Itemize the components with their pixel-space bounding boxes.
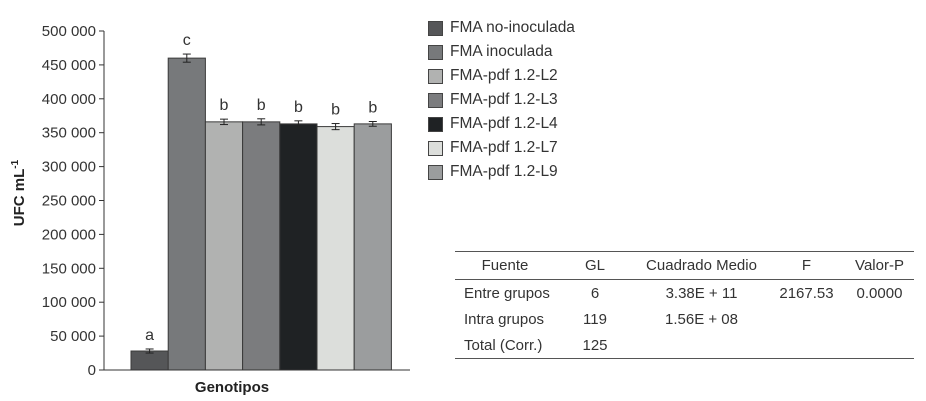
legend-swatch — [428, 44, 443, 60]
legend-label: FMA inoculada — [450, 43, 553, 60]
y-tick-label: 50 000 — [50, 328, 96, 345]
cell-gl: 125 — [582, 336, 608, 354]
legend-item: FMA no-inoculada — [428, 16, 575, 40]
table-row: Total (Corr.) 125 — [455, 332, 914, 359]
group-letter: c — [183, 32, 191, 49]
bar — [316, 126, 355, 371]
x-axis-title: Genotipos — [195, 379, 269, 396]
anova-table: Fuente GL Cuadrado Medio F Valor-P Entre… — [455, 251, 914, 359]
header-fuente: Fuente — [481, 257, 529, 274]
y-tick-label: 150 000 — [42, 260, 96, 277]
y-tick-label: 450 000 — [42, 57, 96, 74]
group-letter: b — [331, 102, 340, 119]
header-gl: GL — [584, 257, 605, 274]
table-row: Entre grupos 6 3.38E + 11 2167.53 0.0000 — [455, 280, 914, 307]
y-tick-label: 500 000 — [42, 23, 96, 40]
bar — [167, 57, 206, 371]
group-letter: b — [220, 97, 229, 114]
cell-valor-p — [845, 332, 914, 359]
legend-item: FMA-pdf 1.2-L7 — [428, 136, 575, 160]
legend-swatch — [428, 140, 443, 156]
cell-gl: 6 — [590, 284, 600, 302]
chart-legend: FMA no-inoculada FMA inoculada FMA-pdf 1.2… — [428, 16, 575, 184]
cell-fuente: Entre grupos — [464, 284, 550, 302]
header-cuadrado-medio: Cuadrado Medio — [646, 257, 757, 274]
group-letter: a — [145, 327, 154, 344]
legend-item: FMA-pdf 1.2-L4 — [428, 112, 575, 136]
cell-f — [768, 332, 845, 359]
cell-fuente: Intra grupos — [464, 310, 545, 328]
legend-swatch — [428, 164, 443, 180]
y-axis-title-superscript: -1 — [10, 159, 21, 168]
cell-gl: 119 — [583, 310, 607, 328]
legend-swatch — [428, 20, 443, 36]
group-letter: b — [294, 99, 303, 116]
y-axis-title: UFC mL-1 — [10, 159, 28, 226]
legend-item: FMA-pdf 1.2-L9 — [428, 160, 575, 184]
y-tick-label: 250 000 — [42, 193, 96, 210]
legend-swatch — [428, 92, 443, 108]
header-f: F — [801, 257, 812, 274]
bar — [353, 123, 392, 371]
bar — [204, 121, 244, 371]
cell-fuente: Total (Corr.) — [464, 336, 543, 354]
cell-cuadrado-medio: 3.38E + 11 — [665, 284, 738, 302]
y-tick-label: 350 000 — [42, 125, 96, 142]
legend-label: FMA no-inoculada — [450, 19, 575, 36]
bar — [279, 123, 318, 371]
bar — [130, 350, 169, 371]
y-tick-label: 0 — [88, 362, 96, 379]
cell-cuadrado-medio: 1.56E + 08 — [665, 310, 738, 328]
header-valor-p: Valor-P — [855, 257, 904, 274]
legend-swatch — [428, 68, 443, 84]
y-tick-label: 400 000 — [42, 91, 96, 108]
group-letter: b — [368, 100, 377, 117]
legend-label: FMA-pdf 1.2-L9 — [450, 163, 558, 180]
legend-item: FMA inoculada — [428, 40, 575, 64]
y-axis-title-text: UFC mL — [11, 169, 28, 227]
cell-valor-p: 0.0000 — [856, 284, 903, 302]
bar — [242, 121, 281, 371]
cell-f: 2167.53 — [779, 284, 834, 302]
legend-label: FMA-pdf 1.2-L4 — [450, 115, 558, 132]
legend-label: FMA-pdf 1.2-L3 — [450, 91, 558, 108]
anova-header-row: Fuente GL Cuadrado Medio F Valor-P — [455, 251, 914, 280]
table-row: Intra grupos 119 1.56E + 08 — [455, 306, 914, 332]
legend-label: FMA-pdf 1.2-L2 — [450, 67, 558, 84]
legend-item: FMA-pdf 1.2-L3 — [428, 88, 575, 112]
y-tick-label: 100 000 — [42, 294, 96, 311]
legend-item: FMA-pdf 1.2-L2 — [428, 64, 575, 88]
cell-valor-p — [845, 306, 914, 332]
y-tick-label: 300 000 — [42, 159, 96, 176]
group-letter: b — [257, 97, 266, 114]
y-tick-label: 200 000 — [42, 226, 96, 243]
legend-swatch — [428, 116, 443, 132]
legend-label: FMA-pdf 1.2-L7 — [450, 139, 558, 156]
cell-f — [768, 306, 845, 332]
cell-cuadrado-medio — [635, 332, 768, 359]
